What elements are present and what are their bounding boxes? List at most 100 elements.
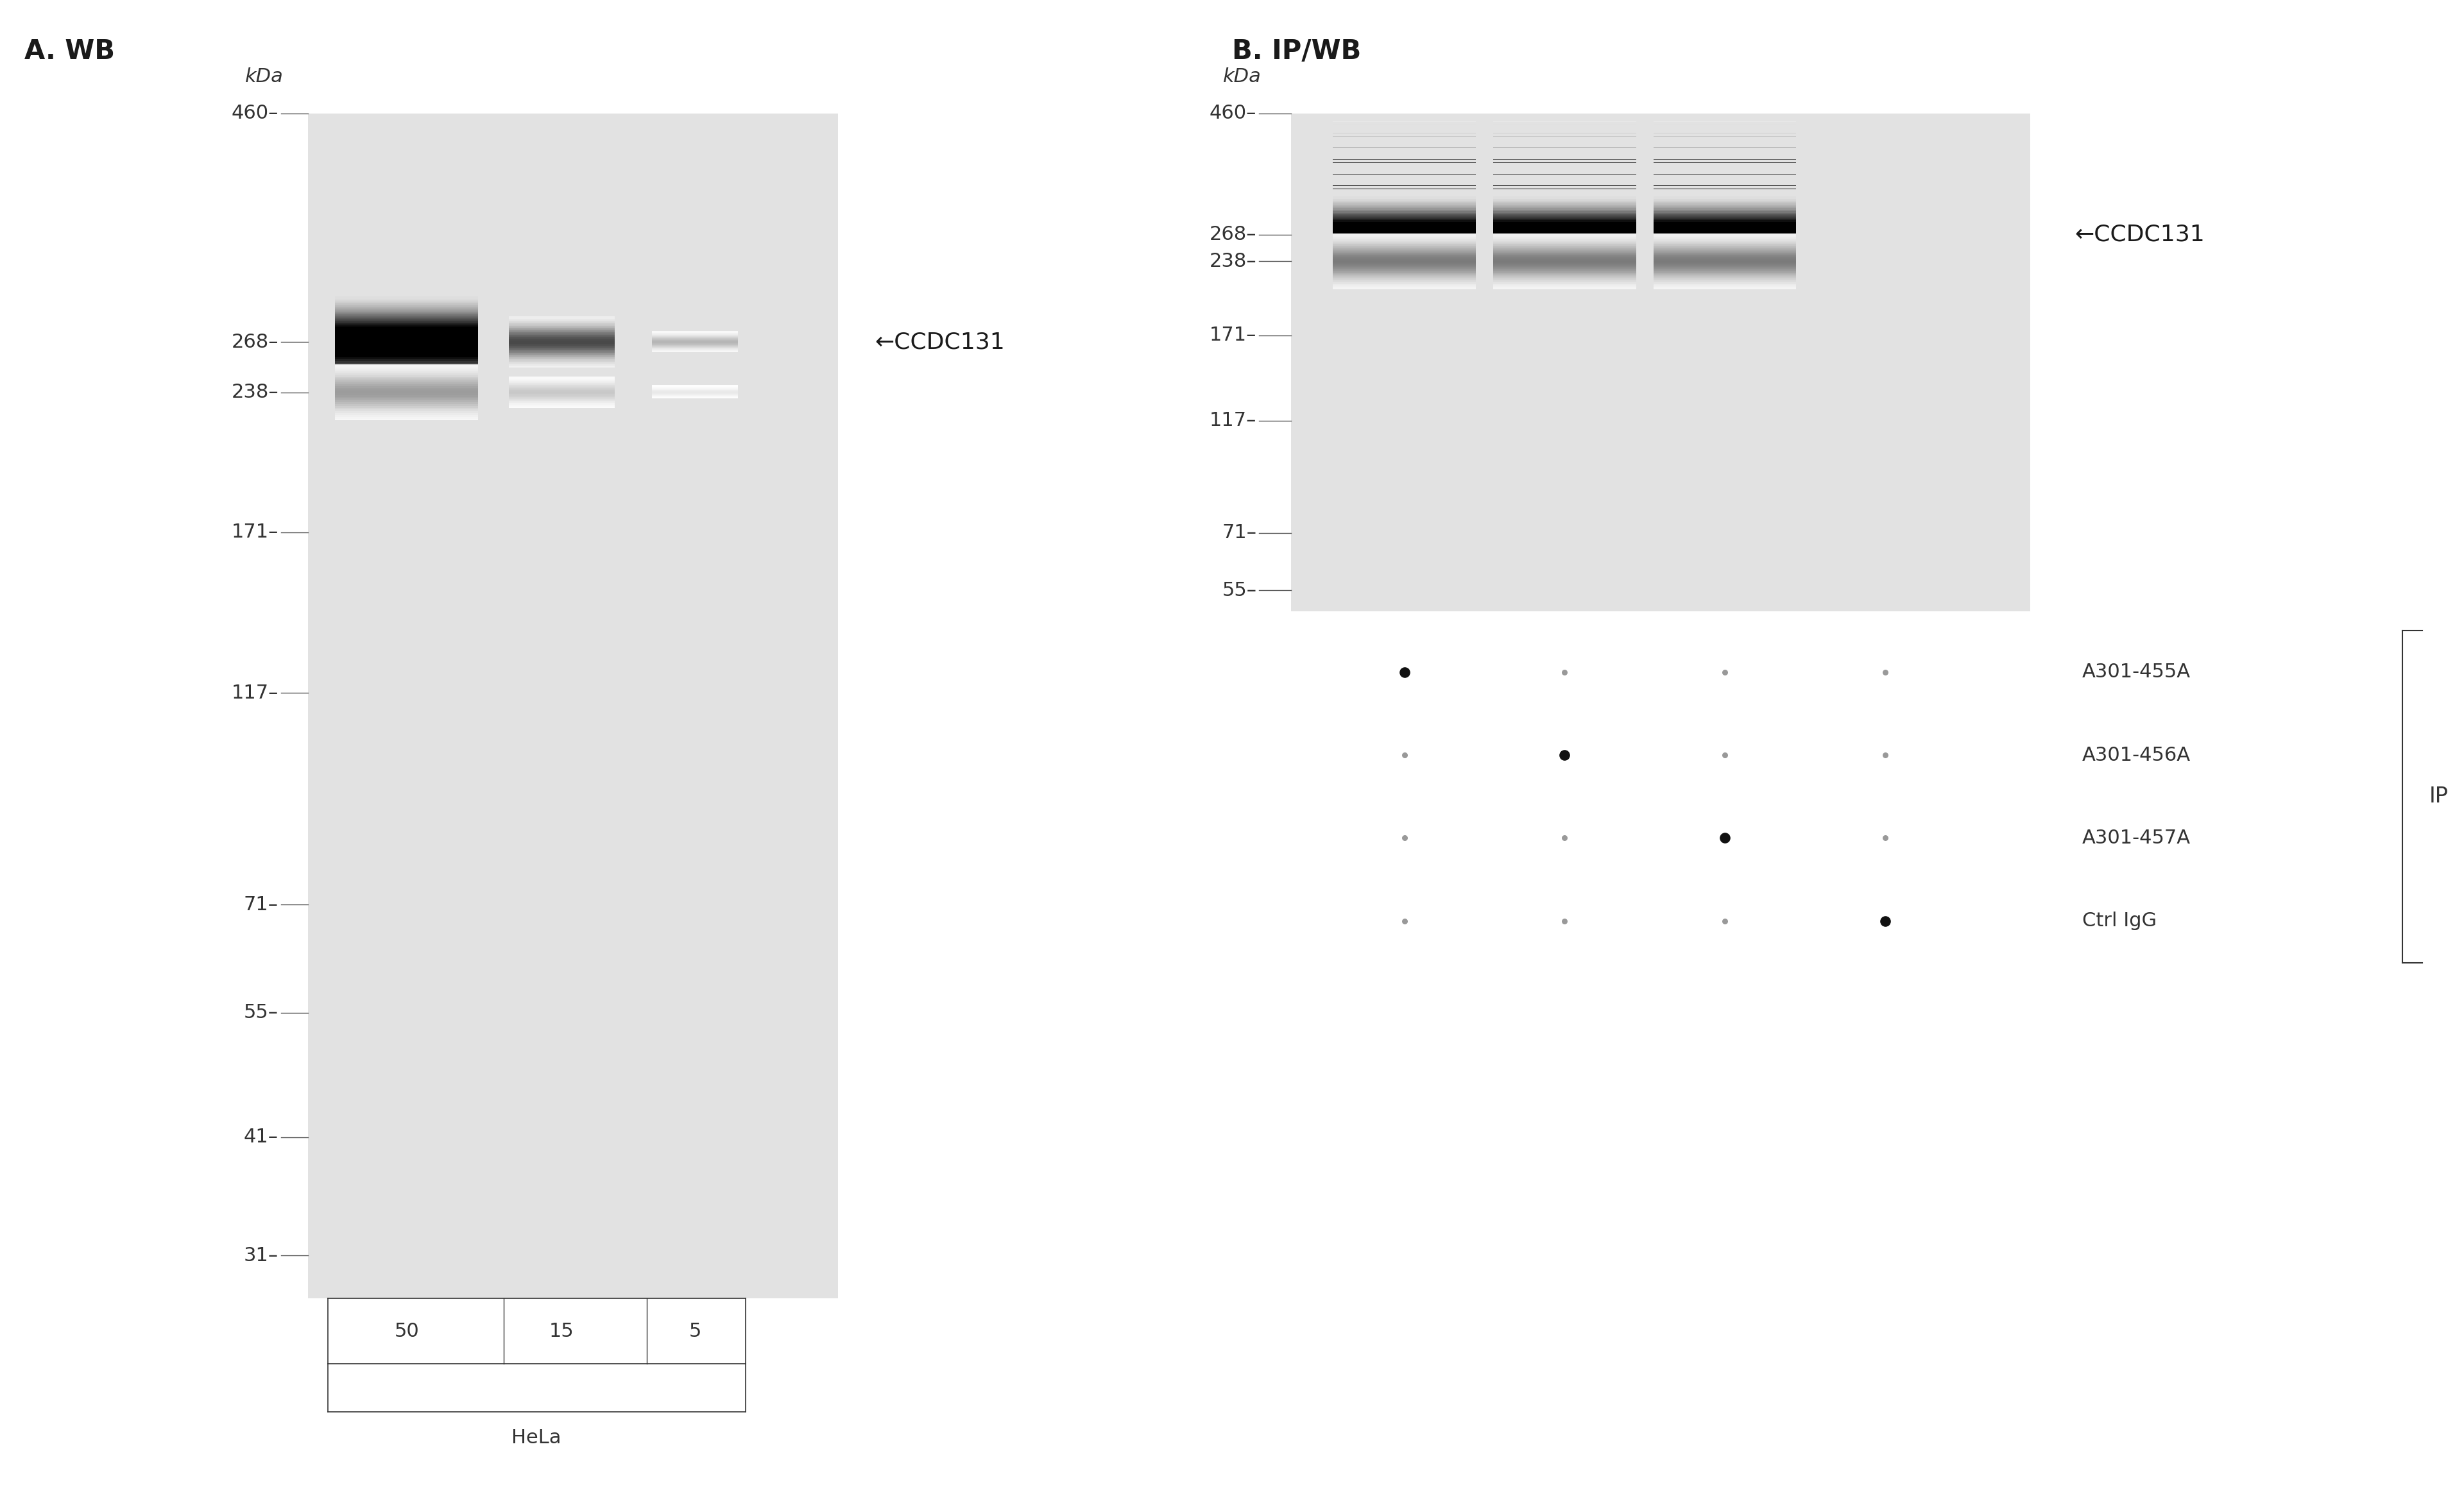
Bar (335, 316, 478, 320)
Bar (335, 297, 478, 302)
Bar (1653, 217, 1796, 220)
Bar (335, 343, 478, 347)
Bar (650, 350, 739, 352)
Bar (1493, 258, 1636, 263)
Bar (335, 405, 478, 408)
Bar (1653, 230, 1796, 233)
Bar (1493, 236, 1636, 239)
Bar (335, 374, 478, 377)
Bar (1653, 236, 1796, 239)
Bar (510, 361, 614, 364)
Bar (510, 337, 614, 340)
Bar (1333, 213, 1476, 216)
Bar (1653, 260, 1796, 263)
Bar (1653, 211, 1796, 214)
Bar (1333, 270, 1476, 273)
Bar (1493, 267, 1636, 272)
Bar (1653, 275, 1796, 278)
Bar (650, 393, 739, 396)
Text: A301-456A: A301-456A (2082, 746, 2190, 764)
Text: ←CCDC131: ←CCDC131 (2075, 223, 2205, 246)
Bar (1653, 261, 1796, 264)
Bar (1653, 281, 1796, 284)
Bar (650, 393, 739, 394)
Bar (1333, 237, 1476, 240)
Bar (1493, 261, 1636, 264)
Bar (1333, 246, 1476, 249)
Bar (1333, 245, 1476, 248)
Bar (650, 387, 739, 390)
Bar (1653, 234, 1796, 237)
Bar (650, 343, 739, 344)
Bar (1493, 275, 1636, 278)
Text: Ctrl IgG: Ctrl IgG (2082, 912, 2156, 930)
Bar (335, 385, 478, 388)
Bar (1333, 266, 1476, 269)
Bar (1333, 204, 1476, 207)
Bar (335, 307, 478, 311)
Bar (650, 349, 739, 350)
Bar (1653, 207, 1796, 210)
Bar (1333, 214, 1476, 217)
Bar (1333, 249, 1476, 252)
Bar (510, 382, 614, 385)
Bar (510, 393, 614, 394)
Bar (1333, 252, 1476, 255)
Bar (1653, 269, 1796, 272)
Bar (650, 387, 739, 388)
Bar (1333, 282, 1476, 285)
Bar (650, 340, 739, 341)
Bar (510, 334, 614, 337)
Point (1705, 743, 1745, 767)
Bar (1653, 270, 1796, 273)
Bar (1333, 263, 1476, 266)
Bar (1333, 260, 1476, 263)
Bar (1493, 233, 1636, 236)
Bar (1493, 234, 1636, 237)
Bar (650, 340, 739, 341)
Bar (1653, 219, 1796, 222)
Bar (650, 385, 739, 388)
Bar (650, 394, 739, 396)
Bar (1653, 266, 1796, 269)
Bar (335, 349, 478, 352)
Bar (335, 379, 478, 384)
Bar (1493, 216, 1636, 219)
Bar (335, 394, 478, 397)
Bar (650, 331, 739, 332)
Bar (335, 399, 478, 402)
Bar (510, 399, 614, 402)
Bar (1333, 257, 1476, 260)
Bar (510, 316, 614, 319)
Bar (1653, 220, 1796, 223)
Bar (650, 391, 739, 393)
Bar (650, 338, 739, 340)
Bar (1653, 237, 1796, 240)
Text: 268–: 268– (232, 332, 278, 352)
Bar (1493, 272, 1636, 275)
Bar (650, 337, 739, 338)
Point (1705, 660, 1745, 684)
Bar (1333, 210, 1476, 213)
Bar (1333, 201, 1476, 204)
Bar (650, 393, 739, 394)
Point (1385, 826, 1424, 850)
Bar (650, 344, 739, 347)
Bar (510, 320, 614, 323)
Bar (335, 388, 478, 391)
Bar (510, 334, 614, 335)
Bar (650, 335, 739, 337)
Bar (1653, 242, 1796, 245)
Bar (650, 349, 739, 350)
Bar (335, 415, 478, 418)
Bar (1493, 257, 1636, 260)
Text: IP: IP (2430, 785, 2449, 808)
Bar (510, 381, 614, 384)
Bar (1333, 248, 1476, 251)
Bar (510, 403, 614, 406)
Bar (1333, 284, 1476, 287)
Bar (335, 412, 478, 415)
Bar (1333, 202, 1476, 205)
Bar (650, 334, 739, 335)
Bar (650, 391, 739, 393)
